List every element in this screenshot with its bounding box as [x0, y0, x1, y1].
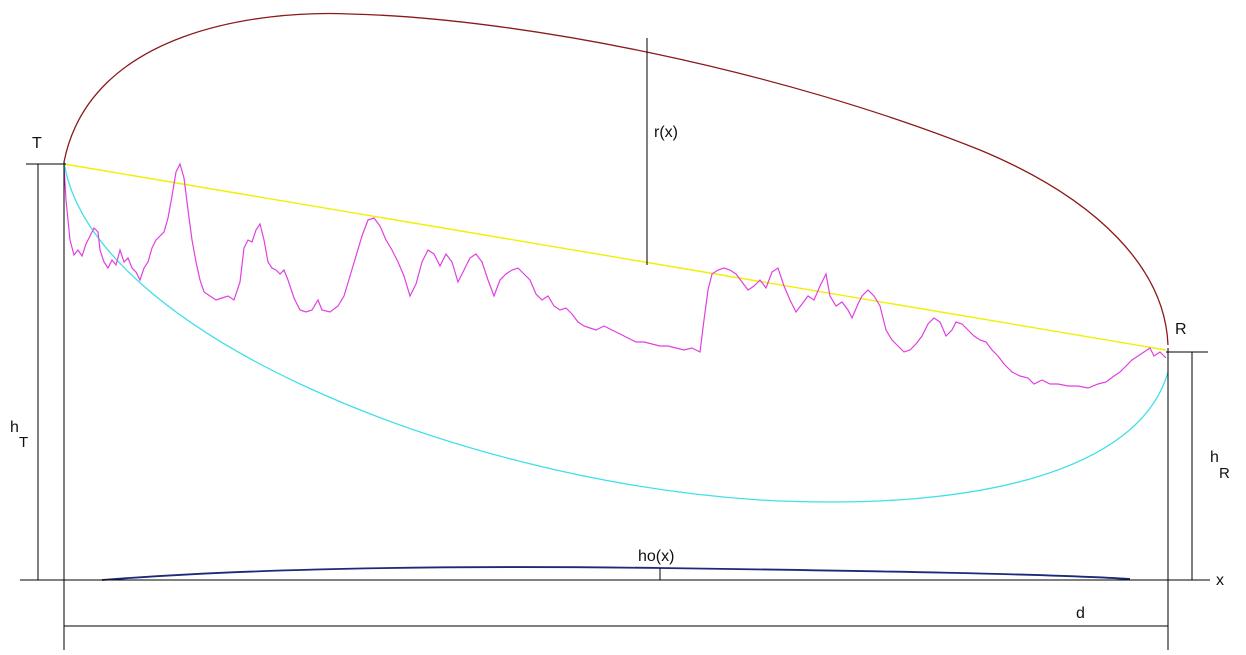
transmitter-label: T — [32, 135, 42, 152]
x-axis-label: x — [1216, 572, 1224, 589]
h-t-label-sub: T — [19, 434, 28, 451]
h-r-label: h R — [1210, 449, 1230, 482]
earth-bulge-curve — [101, 566, 1131, 581]
terrain-profile — [63, 162, 1167, 389]
h-r-label-sub: R — [1219, 465, 1230, 482]
fresnel-ellipse-upper — [63, 12, 1169, 346]
radius-label: r(x) — [654, 124, 678, 141]
h-r-label-main: h — [1210, 449, 1219, 466]
fresnel-ellipse-lower — [63, 161, 1169, 503]
h-t-label-main: h — [10, 419, 19, 436]
distance-label: d — [1076, 605, 1085, 622]
line-of-sight — [63, 163, 1167, 351]
h-t-label: h T — [10, 419, 28, 451]
receiver-label: R — [1175, 321, 1187, 338]
earth-bulge-label: ho(x) — [638, 548, 674, 565]
